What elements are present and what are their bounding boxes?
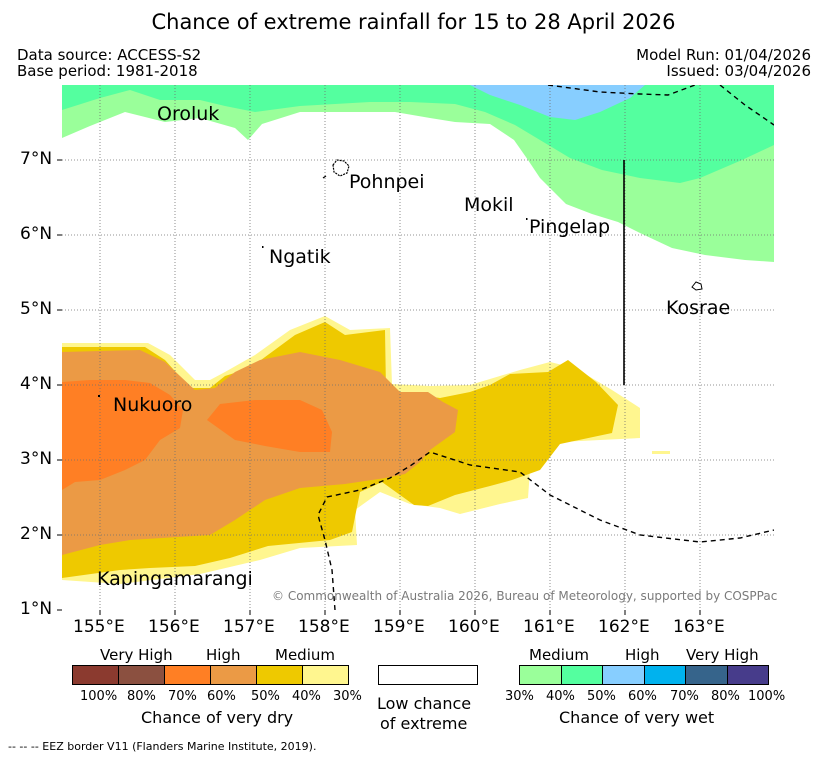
wet-legend-caption: Chance of very wet [559,708,715,727]
model-run-label: Model Run: 01/04/2026 [636,46,811,64]
wet-swatch-4 [644,666,686,684]
wet-pct-80: 80% [711,689,740,704]
lon-label-157e: 157°E [223,617,275,637]
dry-level-medium: Medium [275,646,335,664]
pohnpei-island-shape [332,159,350,177]
lon-label-161e: 161°E [523,617,575,637]
place-label-oroluk: Oroluk [157,103,220,125]
lon-label-155e: 155°E [73,617,125,637]
place-label-pingelap: Pingelap [529,216,611,238]
wet-pct-30: 30% [505,689,534,704]
lon-label-156e: 156°E [148,617,200,637]
place-label-kapingamarangi: Kapingamarangi [97,568,253,590]
lon-label-160e: 160°E [448,617,500,637]
wet-color-bar [519,665,769,685]
lat-label-3n: 3°N [20,449,53,469]
pohnpei-islet [322,175,327,179]
place-label-ngatik: Ngatik [269,246,331,268]
dry-pct-30: 30% [333,689,362,704]
dry-pct-100: 100% [80,689,118,704]
ngatik-island-dot [262,246,264,248]
rainfall-map [57,85,774,615]
dry-swatch-2 [119,666,165,684]
dry-swatch-5 [257,666,303,684]
place-label-kosrae: Kosrae [666,297,731,319]
lon-label-158e: 158°E [298,617,350,637]
kosrae-island-shape [691,281,703,291]
lon-label-163e: 163°E [673,617,725,637]
wet-pct-100: 100% [748,689,786,704]
dry-swatch-3 [165,666,211,684]
lat-label-4n: 4°N [20,374,53,394]
base-period-label: Base period: 1981-2018 [17,62,198,80]
lat-label-5n: 5°N [20,299,53,319]
low-chance-line1: Low chance [377,694,472,713]
mokil-island-dot [526,218,528,220]
place-label-mokil: Mokil [464,194,514,216]
wet-swatch-3 [603,666,645,684]
dry-level-very-high: Very High [100,646,173,664]
dry-pct-80: 80% [127,689,156,704]
eez-footnote: -- -- -- EEZ border V11 (Flanders Marine… [8,740,317,753]
dry-legend-caption: Chance of very dry [141,708,294,727]
lon-label-159e: 159°E [373,617,425,637]
issued-label: Issued: 03/04/2026 [666,62,811,80]
dry-swatch-1 [73,666,119,684]
wet-pct-70: 70% [670,689,699,704]
dry-pct-50: 50% [251,689,280,704]
dry-level-high: High [206,646,241,664]
axis-ticks [57,159,701,615]
dry-color-bar [72,665,349,685]
place-label-pohnpei: Pohnpei [349,171,425,193]
eez-border [317,85,774,610]
dry-medium-30-patch [652,451,670,454]
low-chance-line2: of extreme [380,714,468,733]
wet-pct-60: 60% [628,689,657,704]
lat-label-6n: 6°N [20,224,53,244]
map-title: Chance of extreme rainfall for 15 to 28 … [151,10,676,34]
dry-high-60-region [62,380,183,490]
wet-swatch-2 [561,666,603,684]
wet-pct-40: 40% [546,689,575,704]
lat-label-2n: 2°N [20,524,53,544]
low-chance-swatch [378,665,478,685]
lat-label-7n: 7°N [20,149,53,169]
dry-pct-60: 60% [207,689,236,704]
place-label-nukuoro: Nukuoro [113,394,193,416]
lon-label-162e: 162°E [598,617,650,637]
data-source-label: Data source: ACCESS-S2 [17,46,202,64]
wet-level-high: High [625,646,660,664]
lat-label-1n: 1°N [20,599,53,619]
wet-level-very-high: Very High [686,646,759,664]
copyright-notice: © Commonwealth of Australia 2026, Bureau… [272,589,778,603]
wet-swatch-6 [727,666,768,684]
wet-high-50-region [470,85,645,120]
dry-swatch-6 [303,666,348,684]
dry-pct-70: 70% [168,689,197,704]
nukuoro-island-dot [98,395,100,397]
wet-swatch-1 [520,666,562,684]
dry-high-60-patch [207,400,332,452]
wet-pct-50: 50% [587,689,616,704]
wet-level-medium: Medium [529,646,589,664]
dry-pct-40: 40% [292,689,321,704]
graticule [62,85,774,610]
dry-swatch-4 [211,666,257,684]
wet-swatch-5 [686,666,728,684]
